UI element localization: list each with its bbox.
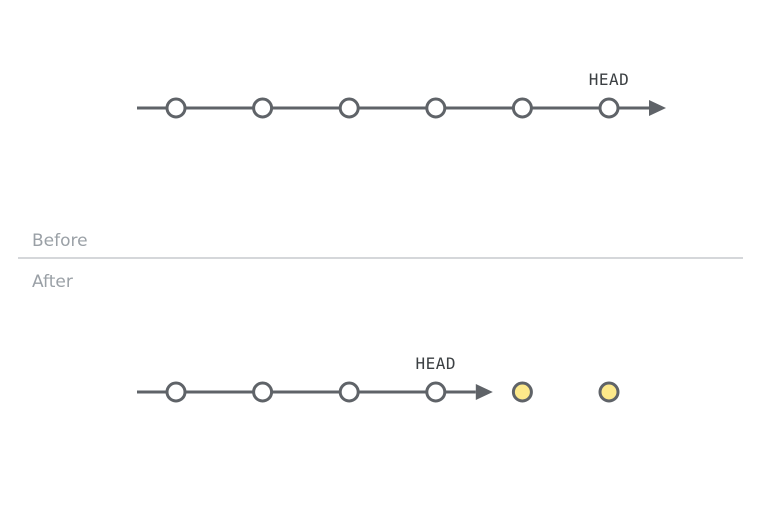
discarded-commits [511, 381, 620, 403]
after-head-label: HEAD [416, 354, 457, 373]
before-commit-1 [165, 97, 187, 119]
before-head-label: HEAD [589, 70, 630, 89]
before-commit-2 [252, 97, 274, 119]
before-commit-5 [511, 97, 533, 119]
before-commits [165, 97, 620, 119]
before-timeline: HEAD [137, 70, 666, 119]
before-section-label: Before [32, 231, 88, 251]
after-commit-1 [165, 381, 187, 403]
after-commit-2 [252, 381, 274, 403]
after-timeline: HEAD [137, 354, 620, 403]
before-commit-4 [425, 97, 447, 119]
after-commits [165, 381, 447, 403]
discarded-commit-1 [511, 381, 533, 403]
before-commit-6 [598, 97, 620, 119]
after-section-label: After [32, 272, 73, 292]
before-branch-arrowhead [649, 100, 666, 116]
before-commit-3 [338, 97, 360, 119]
after-commit-3 [338, 381, 360, 403]
after-commit-4 [425, 381, 447, 403]
after-branch-arrowhead [475, 384, 493, 400]
discarded-commit-2 [598, 381, 620, 403]
